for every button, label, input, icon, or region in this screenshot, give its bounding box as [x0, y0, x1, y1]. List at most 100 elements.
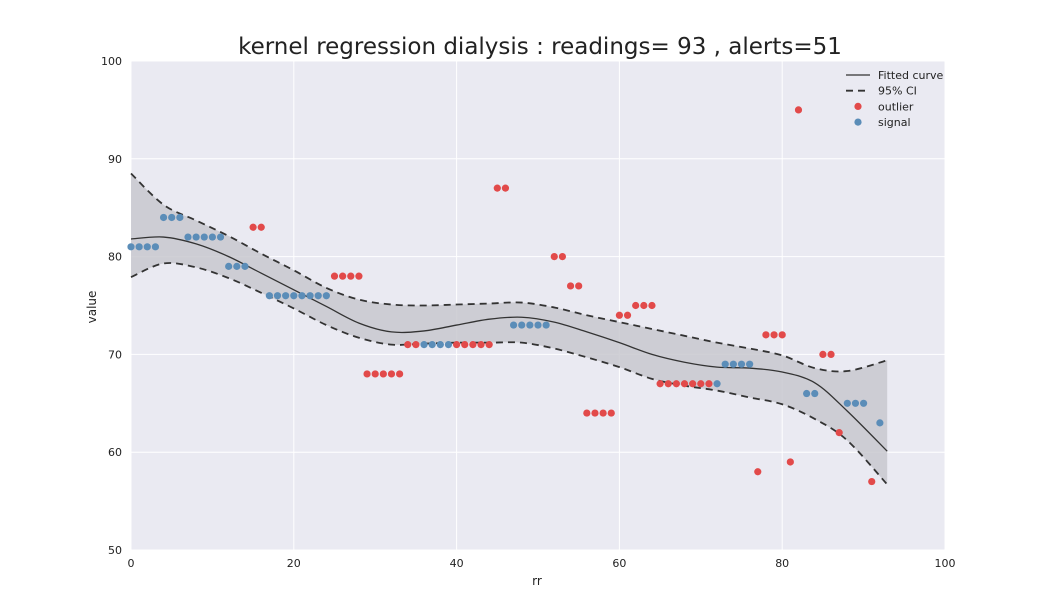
outlier-point [412, 341, 420, 349]
signal-point [721, 360, 729, 368]
signal-point [314, 292, 322, 300]
outlier-point [599, 409, 607, 417]
legend-label: Fitted curve [878, 69, 944, 82]
legend-label: outlier [878, 100, 914, 113]
signal-point [746, 360, 754, 368]
outlier-point [868, 477, 876, 486]
x-tick-label: 0 [128, 557, 135, 570]
y-tick-label: 50 [108, 544, 122, 557]
outlier-point [453, 341, 461, 349]
signal-point [526, 321, 534, 329]
signal-point [200, 233, 208, 241]
signal-point [151, 243, 160, 251]
signal-point [860, 399, 868, 407]
outlier-point [762, 331, 770, 339]
outlier-point [827, 350, 835, 358]
outlier-point [461, 341, 469, 349]
outlier-point [819, 350, 827, 358]
outlier-point [355, 272, 363, 280]
signal-point [127, 243, 135, 251]
x-tick-label: 100 [935, 557, 956, 570]
signal-point [518, 321, 526, 329]
signal-point [241, 262, 249, 270]
signal-point [168, 213, 176, 222]
signal-point [322, 292, 330, 300]
y-tick-label: 90 [108, 153, 122, 166]
signal-point [143, 243, 151, 251]
outlier-point [371, 370, 379, 378]
outlier-point [501, 184, 510, 192]
signal-point [803, 389, 811, 398]
signal-point [428, 341, 436, 349]
outlier-point [330, 272, 339, 280]
outlier-point [257, 223, 265, 231]
ci-band-fill [131, 173, 888, 485]
x-tick-label: 60 [612, 557, 626, 570]
legend-signal-swatch [854, 118, 862, 126]
outlier-point [705, 380, 713, 388]
outlier-point [689, 380, 697, 388]
outlier-point [339, 272, 347, 280]
scatter-points [127, 106, 884, 486]
signal-point [542, 321, 550, 329]
outlier-point [249, 223, 257, 231]
legend-outlier-swatch [854, 102, 862, 110]
outlier-point [778, 331, 786, 339]
outlier-point [404, 341, 412, 349]
signal-point [843, 399, 851, 407]
outlier-point [664, 380, 672, 388]
outlier-point [632, 301, 640, 310]
signal-point [851, 399, 860, 407]
outlier-point [493, 184, 501, 192]
outlier-point [575, 282, 583, 290]
outlier-point [477, 341, 485, 349]
signal-point [298, 292, 306, 300]
outlier-point [347, 272, 355, 280]
y-tick-label: 80 [108, 251, 122, 264]
outlier-point [469, 341, 477, 349]
outlier-point [379, 370, 387, 378]
signal-point [273, 292, 282, 300]
signal-point [176, 213, 184, 222]
outlier-point [485, 341, 493, 349]
ci-band [131, 173, 888, 485]
outlier-point [656, 380, 664, 388]
outlier-point [583, 409, 591, 417]
signal-point [436, 341, 444, 349]
signal-point [444, 341, 453, 349]
signal-point [509, 321, 518, 329]
y-tick-label: 100 [101, 55, 122, 68]
signal-point [306, 292, 314, 300]
outlier-point [623, 311, 632, 319]
ci-lower-line [130, 262, 888, 486]
signal-point [265, 292, 273, 300]
legend-label: signal [878, 116, 911, 129]
signal-point [534, 321, 542, 329]
outlier-point [754, 468, 762, 476]
outlier-point [396, 370, 404, 378]
y-axis-ticks: 50 60 70 80 90 100 [101, 55, 122, 557]
signal-point [420, 341, 428, 349]
signal-point [729, 360, 737, 368]
outlier-point [607, 409, 615, 417]
fitted-curve-line [130, 236, 888, 452]
signal-point [233, 262, 241, 270]
signal-point [216, 233, 225, 241]
outlier-point [680, 380, 689, 388]
x-tick-label: 20 [287, 557, 301, 570]
signal-point [737, 360, 746, 368]
outlier-point [615, 311, 624, 319]
outlier-point [363, 370, 371, 378]
x-tick-label: 80 [775, 557, 789, 570]
y-axis-label: value [85, 291, 99, 324]
outlier-point [558, 253, 567, 261]
x-axis-label: rr [532, 574, 542, 588]
signal-point [290, 292, 298, 300]
ci-upper-line [130, 172, 888, 373]
chart-title: kernel regression dialysis : readings= 9… [238, 34, 842, 60]
legend: Fitted curve 95% CI outlier signal [846, 69, 944, 129]
outlier-point [550, 253, 558, 261]
outlier-point [648, 301, 656, 310]
outlier-point [786, 458, 794, 466]
signal-point [184, 233, 192, 241]
